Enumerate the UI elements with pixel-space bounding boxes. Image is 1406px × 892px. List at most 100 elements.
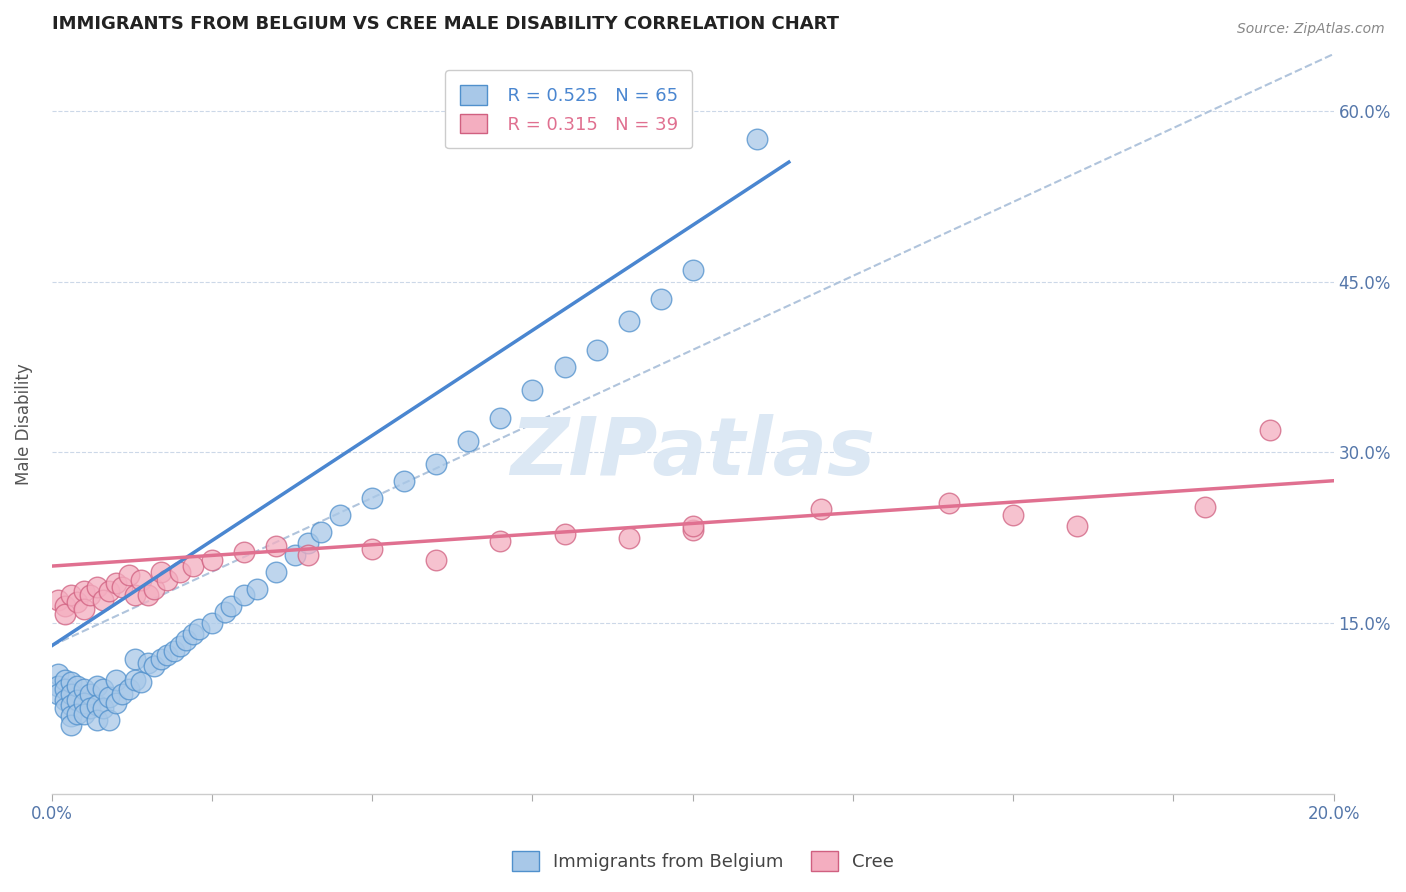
Point bbox=[181, 627, 204, 641]
Legend: Immigrants from Belgium, Cree: Immigrants from Belgium, Cree bbox=[505, 844, 901, 879]
Point bbox=[86, 679, 108, 693]
Point bbox=[149, 652, 172, 666]
Point bbox=[233, 545, 256, 559]
Point bbox=[489, 534, 512, 549]
Point bbox=[425, 553, 447, 567]
Point bbox=[98, 713, 121, 727]
Point bbox=[425, 457, 447, 471]
Point bbox=[201, 615, 224, 630]
Point bbox=[53, 701, 76, 715]
Point bbox=[53, 681, 76, 696]
Point bbox=[118, 681, 141, 696]
Point bbox=[136, 588, 159, 602]
Point bbox=[66, 595, 89, 609]
Point bbox=[79, 588, 101, 602]
Point bbox=[297, 536, 319, 550]
Point bbox=[297, 548, 319, 562]
Point bbox=[1066, 519, 1088, 533]
Text: Source: ZipAtlas.com: Source: ZipAtlas.com bbox=[1237, 22, 1385, 37]
Point bbox=[136, 656, 159, 670]
Point bbox=[264, 539, 287, 553]
Point bbox=[176, 633, 198, 648]
Point bbox=[214, 605, 236, 619]
Point bbox=[181, 559, 204, 574]
Point bbox=[66, 679, 89, 693]
Point bbox=[553, 527, 575, 541]
Point bbox=[938, 496, 960, 510]
Point bbox=[53, 607, 76, 621]
Point bbox=[104, 673, 127, 687]
Text: IMMIGRANTS FROM BELGIUM VS CREE MALE DISABILITY CORRELATION CHART: IMMIGRANTS FROM BELGIUM VS CREE MALE DIS… bbox=[52, 15, 839, 33]
Point bbox=[149, 565, 172, 579]
Point bbox=[1002, 508, 1025, 522]
Point bbox=[104, 576, 127, 591]
Point bbox=[745, 132, 768, 146]
Point bbox=[53, 693, 76, 707]
Point bbox=[143, 659, 166, 673]
Point bbox=[457, 434, 479, 448]
Point bbox=[46, 687, 69, 701]
Point bbox=[682, 519, 704, 533]
Point bbox=[59, 588, 82, 602]
Point bbox=[169, 565, 191, 579]
Point bbox=[810, 502, 832, 516]
Point bbox=[46, 679, 69, 693]
Point bbox=[124, 673, 146, 687]
Point bbox=[246, 582, 269, 596]
Point bbox=[131, 573, 153, 587]
Point bbox=[1258, 423, 1281, 437]
Point bbox=[143, 582, 166, 596]
Point bbox=[53, 599, 76, 613]
Point bbox=[201, 553, 224, 567]
Point bbox=[118, 568, 141, 582]
Point bbox=[59, 718, 82, 732]
Point bbox=[394, 474, 416, 488]
Point bbox=[219, 599, 242, 613]
Point bbox=[162, 644, 184, 658]
Text: ZIPatlas: ZIPatlas bbox=[510, 415, 875, 492]
Point bbox=[489, 411, 512, 425]
Point bbox=[53, 673, 76, 687]
Point bbox=[98, 584, 121, 599]
Point bbox=[66, 693, 89, 707]
Point bbox=[98, 690, 121, 704]
Point bbox=[111, 580, 134, 594]
Point bbox=[233, 588, 256, 602]
Point bbox=[73, 681, 96, 696]
Point bbox=[650, 292, 672, 306]
Point bbox=[73, 706, 96, 721]
Legend:   R = 0.525   N = 65,   R = 0.315   N = 39: R = 0.525 N = 65, R = 0.315 N = 39 bbox=[446, 70, 693, 148]
Point bbox=[59, 687, 82, 701]
Point bbox=[361, 491, 384, 505]
Point bbox=[1194, 500, 1216, 514]
Point bbox=[617, 314, 640, 328]
Point bbox=[79, 687, 101, 701]
Point bbox=[329, 508, 352, 522]
Point bbox=[522, 383, 544, 397]
Point bbox=[73, 602, 96, 616]
Point bbox=[86, 713, 108, 727]
Point bbox=[86, 580, 108, 594]
Point bbox=[46, 593, 69, 607]
Point bbox=[156, 648, 179, 662]
Point bbox=[79, 701, 101, 715]
Point bbox=[104, 696, 127, 710]
Point bbox=[617, 531, 640, 545]
Point bbox=[188, 622, 211, 636]
Point bbox=[124, 588, 146, 602]
Point bbox=[91, 701, 114, 715]
Point bbox=[682, 263, 704, 277]
Point bbox=[131, 675, 153, 690]
Point bbox=[111, 687, 134, 701]
Point bbox=[86, 698, 108, 712]
Point bbox=[682, 523, 704, 537]
Point bbox=[73, 696, 96, 710]
Point bbox=[284, 548, 307, 562]
Point bbox=[91, 681, 114, 696]
Point bbox=[309, 524, 332, 539]
Point bbox=[66, 706, 89, 721]
Point bbox=[59, 709, 82, 723]
Point bbox=[73, 584, 96, 599]
Point bbox=[585, 343, 607, 357]
Point bbox=[553, 359, 575, 374]
